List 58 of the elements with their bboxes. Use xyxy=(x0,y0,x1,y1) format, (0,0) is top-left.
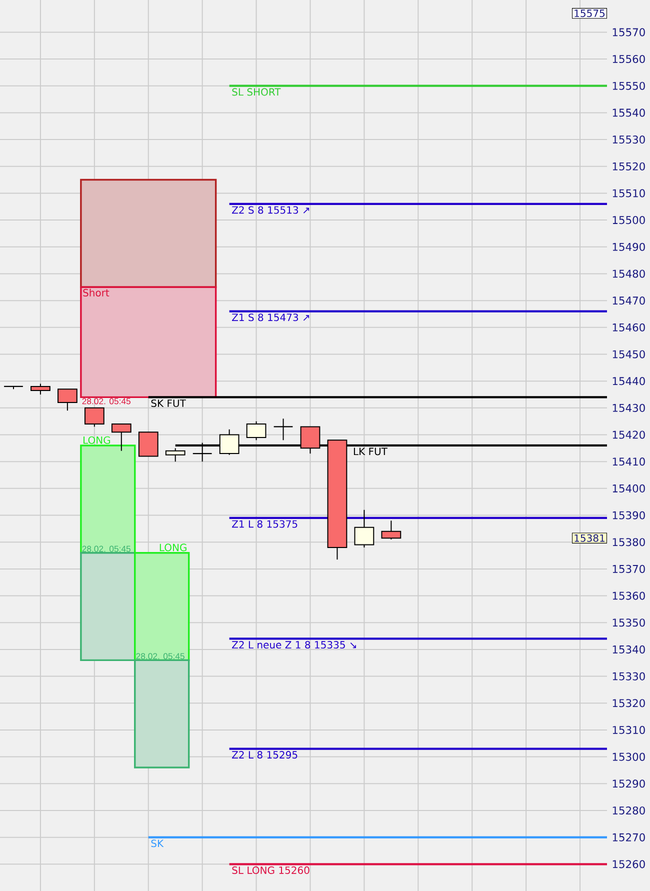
y-tick-label: 15260 xyxy=(612,860,645,868)
y-tick-label: 15380 xyxy=(612,538,645,546)
series-label: Z1 S 8 15473 ↗ xyxy=(232,314,310,322)
y-tick-label: 15470 xyxy=(612,296,645,305)
y-tick-label: 15280 xyxy=(612,806,645,815)
y-tick-label: 15480 xyxy=(612,270,645,278)
candlestick xyxy=(246,420,266,441)
annotation: 15381 xyxy=(574,534,604,542)
annotation: 15575 xyxy=(574,10,605,18)
series-label: Z2 L 8 15295 xyxy=(232,751,298,759)
series-label: Z2 S 8 15513 ↗ xyxy=(232,206,310,214)
y-tick-label: 15450 xyxy=(612,350,645,358)
y-tick-label: 15290 xyxy=(612,780,645,788)
y-tick-label: 15410 xyxy=(612,458,645,466)
series-label: SK FUT xyxy=(151,399,186,408)
y-tick-label: 15510 xyxy=(612,189,645,198)
y-tick-label: 15350 xyxy=(612,618,645,627)
band-label: Short xyxy=(83,288,110,296)
y-tick-label: 15370 xyxy=(612,564,645,573)
y-tick-label: 15330 xyxy=(612,672,645,680)
y-tick-label: 15560 xyxy=(612,54,645,64)
y-tick-label: 15390 xyxy=(612,511,645,520)
series-label: SL LONG 15260 xyxy=(232,866,310,874)
series-label: SK xyxy=(151,840,164,848)
band-label: LONG xyxy=(84,436,110,444)
y-tick-label: 15430 xyxy=(612,404,645,412)
y-tick-label: 15490 xyxy=(612,242,645,251)
series-label: Z2 L neue Z 1 8 15335 ↘ xyxy=(232,640,356,649)
y-tick-label: 15310 xyxy=(612,726,645,734)
series-label: LK FUT xyxy=(354,448,388,456)
candlestick xyxy=(111,424,132,452)
y-tick-label: 15500 xyxy=(612,216,645,224)
y-tick-label: 15570 xyxy=(612,28,645,36)
y-tick-label: 15300 xyxy=(612,752,645,761)
candlestick xyxy=(84,407,104,428)
y-tick-label: 15360 xyxy=(612,592,645,600)
y-tick-label: 15530 xyxy=(612,136,645,144)
y-tick-label: 15270 xyxy=(612,833,645,842)
y-tick-label: 15400 xyxy=(612,484,645,492)
annotation: 28.02. 05:45 xyxy=(82,546,130,552)
series-label: Z1 L 8 15375 xyxy=(232,520,298,528)
band-label: LONG xyxy=(160,544,186,552)
y-tick-label: 15550 xyxy=(612,82,645,90)
y-tick-label: 15520 xyxy=(612,162,645,170)
y-tick-label: 15540 xyxy=(612,108,645,117)
candlestick xyxy=(58,388,78,412)
y-tick-label: 15440 xyxy=(612,377,645,386)
candlestick xyxy=(381,520,402,540)
annotation: 28.02. 05:45 xyxy=(82,398,130,404)
y-tick-label: 15340 xyxy=(612,645,645,654)
candlestick xyxy=(30,383,50,395)
y-tick-label: 15320 xyxy=(612,699,645,708)
y-tick-label: 15420 xyxy=(612,430,645,439)
series-label: SL SHORT xyxy=(232,88,281,96)
candlestick xyxy=(273,418,294,441)
y-tick-label: 15460 xyxy=(612,323,645,332)
annotation: 28.02. 05:45 xyxy=(136,653,184,660)
candlestick xyxy=(354,509,374,548)
